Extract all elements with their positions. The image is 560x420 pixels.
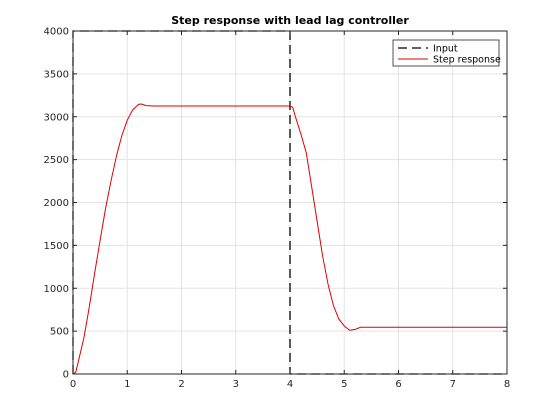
series-line-step-response [72,103,507,375]
x-tick-label: 4 [287,379,293,390]
x-tick-label: 3 [233,379,239,390]
legend-box [392,39,500,67]
y-tick-label: 2500 [44,155,69,166]
y-tick-label: 2000 [44,198,69,209]
x-tick-label: 5 [341,379,347,390]
x-tick-label: 2 [178,379,184,390]
y-tick-label: 4000 [44,27,69,38]
x-tick-label: 0 [70,379,76,390]
y-tick-label: 1000 [44,284,69,295]
y-tick-label: 1500 [44,241,69,252]
y-tick-label: 3500 [44,69,69,80]
tick-layer: 0 1 2 3 4 5 6 7 8 0 500 1000 1500 2000 2500 3000 3500 400… [44,27,511,391]
legend-label: Input [433,44,458,55]
y-tick-label: 500 [50,327,69,338]
x-tick-label: 1 [124,379,130,390]
x-tick-label: 7 [450,379,456,390]
legend-label: Step response [433,55,501,66]
y-tick-label: 0 [63,370,69,381]
x-tick-label: 8 [504,379,510,390]
chart-title: Step response with lead lag controller [171,14,409,27]
y-tick-label: 3000 [44,112,69,123]
x-tick-label: 6 [395,379,401,390]
